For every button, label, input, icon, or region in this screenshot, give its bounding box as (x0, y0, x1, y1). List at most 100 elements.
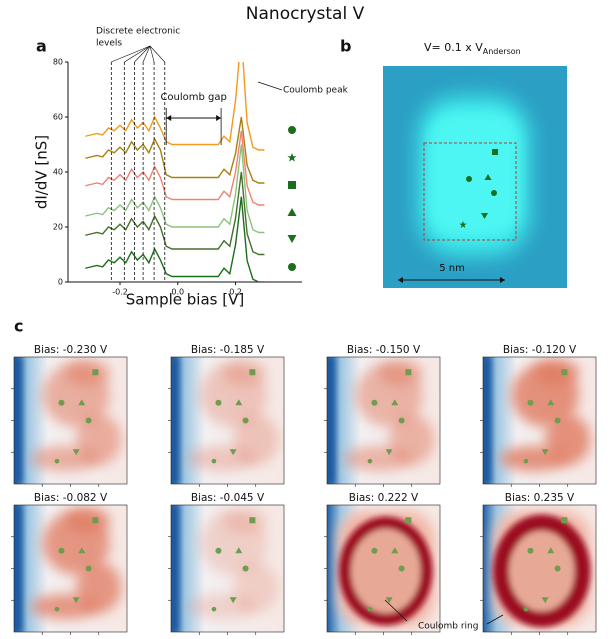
pointer (124, 45, 151, 63)
marker (385, 449, 393, 456)
map (168, 504, 285, 635)
marker (72, 597, 80, 604)
pointer (149, 45, 165, 63)
marker (484, 174, 492, 180)
annotation-line (486, 614, 504, 625)
maps: Bias: -0.230 V Bias: -0.185 V Bias: -0.150… (11, 344, 597, 635)
blob (428, 112, 520, 236)
scale-label: 5 nm (439, 263, 465, 274)
map (11, 504, 128, 635)
edge (171, 505, 179, 632)
blob (187, 445, 256, 472)
pointer (149, 45, 155, 63)
panel-label: c (14, 317, 23, 336)
annotation-line (384, 599, 408, 622)
marker (211, 458, 217, 464)
map-title: Bias: -0.230 V (34, 344, 108, 356)
map (324, 504, 441, 635)
marker (554, 417, 561, 424)
y-tick-label: 0 (58, 278, 63, 287)
annotation: Coulomb gap (160, 92, 226, 103)
annotation: Coulomb peak (283, 86, 349, 96)
marker (288, 263, 296, 271)
marker (287, 153, 297, 162)
marker (92, 517, 99, 524)
marker (367, 458, 373, 464)
map-title: Bias: -0.082 V (34, 492, 108, 504)
marker (561, 369, 568, 376)
edge (483, 357, 491, 484)
marker (492, 149, 498, 155)
marker (398, 417, 405, 424)
blob (499, 445, 568, 472)
blob (221, 359, 268, 385)
marker (229, 597, 237, 604)
marker (235, 547, 243, 554)
marker (491, 190, 497, 196)
marker (541, 597, 549, 604)
map-image (483, 505, 596, 632)
map (480, 356, 597, 487)
annotation: Discrete electronic (96, 27, 180, 37)
y-tick-label: 60 (53, 113, 63, 122)
map-image (327, 357, 440, 484)
marker (287, 208, 297, 216)
panel-label: a (36, 37, 47, 56)
y-axis-label: dI/dV [nS] (33, 135, 51, 209)
marker (527, 399, 534, 406)
pointer (257, 81, 283, 91)
marker (481, 213, 488, 219)
marker (288, 181, 296, 189)
marker (541, 449, 549, 456)
marker (385, 597, 393, 604)
marker (215, 399, 222, 406)
map-image (483, 357, 596, 484)
blob (221, 507, 268, 533)
marker (229, 449, 237, 456)
series-line (85, 144, 265, 234)
marker (405, 517, 412, 524)
x-axis-label: Sample bias [V] (126, 291, 244, 309)
marker (547, 399, 555, 406)
marker (54, 458, 60, 464)
map (11, 356, 128, 487)
map-title: Bias: -0.045 V (191, 492, 265, 504)
marker (85, 565, 92, 572)
caption-main: V= 0.1 x V (424, 41, 483, 54)
pointer (134, 45, 151, 63)
marker (58, 399, 65, 406)
edge (14, 357, 22, 484)
marker (215, 547, 222, 554)
map (480, 504, 597, 635)
blob (343, 445, 412, 472)
marker (242, 417, 249, 424)
marker (78, 547, 86, 554)
pointer (111, 45, 151, 63)
blob (30, 593, 99, 620)
marker (523, 606, 529, 612)
marker (235, 399, 243, 406)
caption-sub: Anderson (483, 47, 521, 56)
marker (249, 517, 256, 524)
series-line (85, 130, 265, 206)
marker (287, 235, 297, 243)
pointer (142, 45, 151, 63)
blob (187, 593, 256, 620)
marker (391, 547, 399, 554)
map (168, 356, 285, 487)
blob (64, 359, 111, 385)
map-image (327, 505, 440, 632)
marker (391, 399, 399, 406)
marker (211, 606, 217, 612)
marker (54, 606, 60, 612)
marker (58, 547, 65, 554)
marker (242, 565, 249, 572)
blob (533, 359, 580, 385)
marker (92, 369, 99, 376)
topography-image: 5 nm (383, 66, 567, 288)
marker (459, 221, 467, 228)
marker (249, 369, 256, 376)
map (324, 356, 441, 487)
